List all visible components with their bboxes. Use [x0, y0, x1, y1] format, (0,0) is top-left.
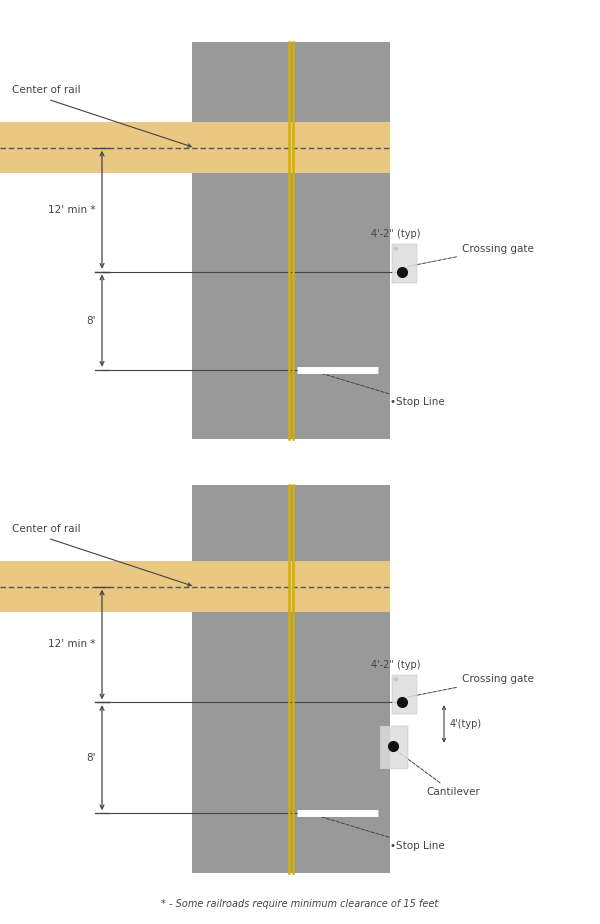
- Text: 4'-2" (typ): 4'-2" (typ): [371, 229, 421, 239]
- Text: 4'(typ): 4'(typ): [450, 719, 482, 729]
- Text: * - Some railroads require minimum clearance of 15 feet: * - Some railroads require minimum clear…: [161, 899, 439, 908]
- Bar: [0, 122, 390, 174]
- Text: Cantilever: Cantilever: [398, 752, 480, 797]
- Bar: [380, 726, 408, 769]
- Bar: [392, 245, 417, 284]
- Text: Center of rail: Center of rail: [12, 85, 80, 95]
- Text: 12' min *: 12' min *: [49, 205, 96, 214]
- Bar: [392, 675, 417, 714]
- Bar: [0, 562, 390, 613]
- Text: 8': 8': [86, 316, 96, 325]
- Text: 8': 8': [86, 753, 96, 762]
- Bar: [192, 42, 390, 439]
- Text: 4'-2" (typ): 4'-2" (typ): [371, 660, 421, 670]
- Text: 12' min *: 12' min *: [49, 639, 96, 650]
- Text: •Stop Line: •Stop Line: [311, 814, 445, 851]
- Bar: [192, 485, 390, 873]
- Text: Crossing gate: Crossing gate: [408, 675, 534, 697]
- Text: •Stop Line: •Stop Line: [311, 371, 445, 407]
- Text: Center of rail: Center of rail: [12, 524, 80, 534]
- Text: Crossing gate: Crossing gate: [408, 244, 534, 266]
